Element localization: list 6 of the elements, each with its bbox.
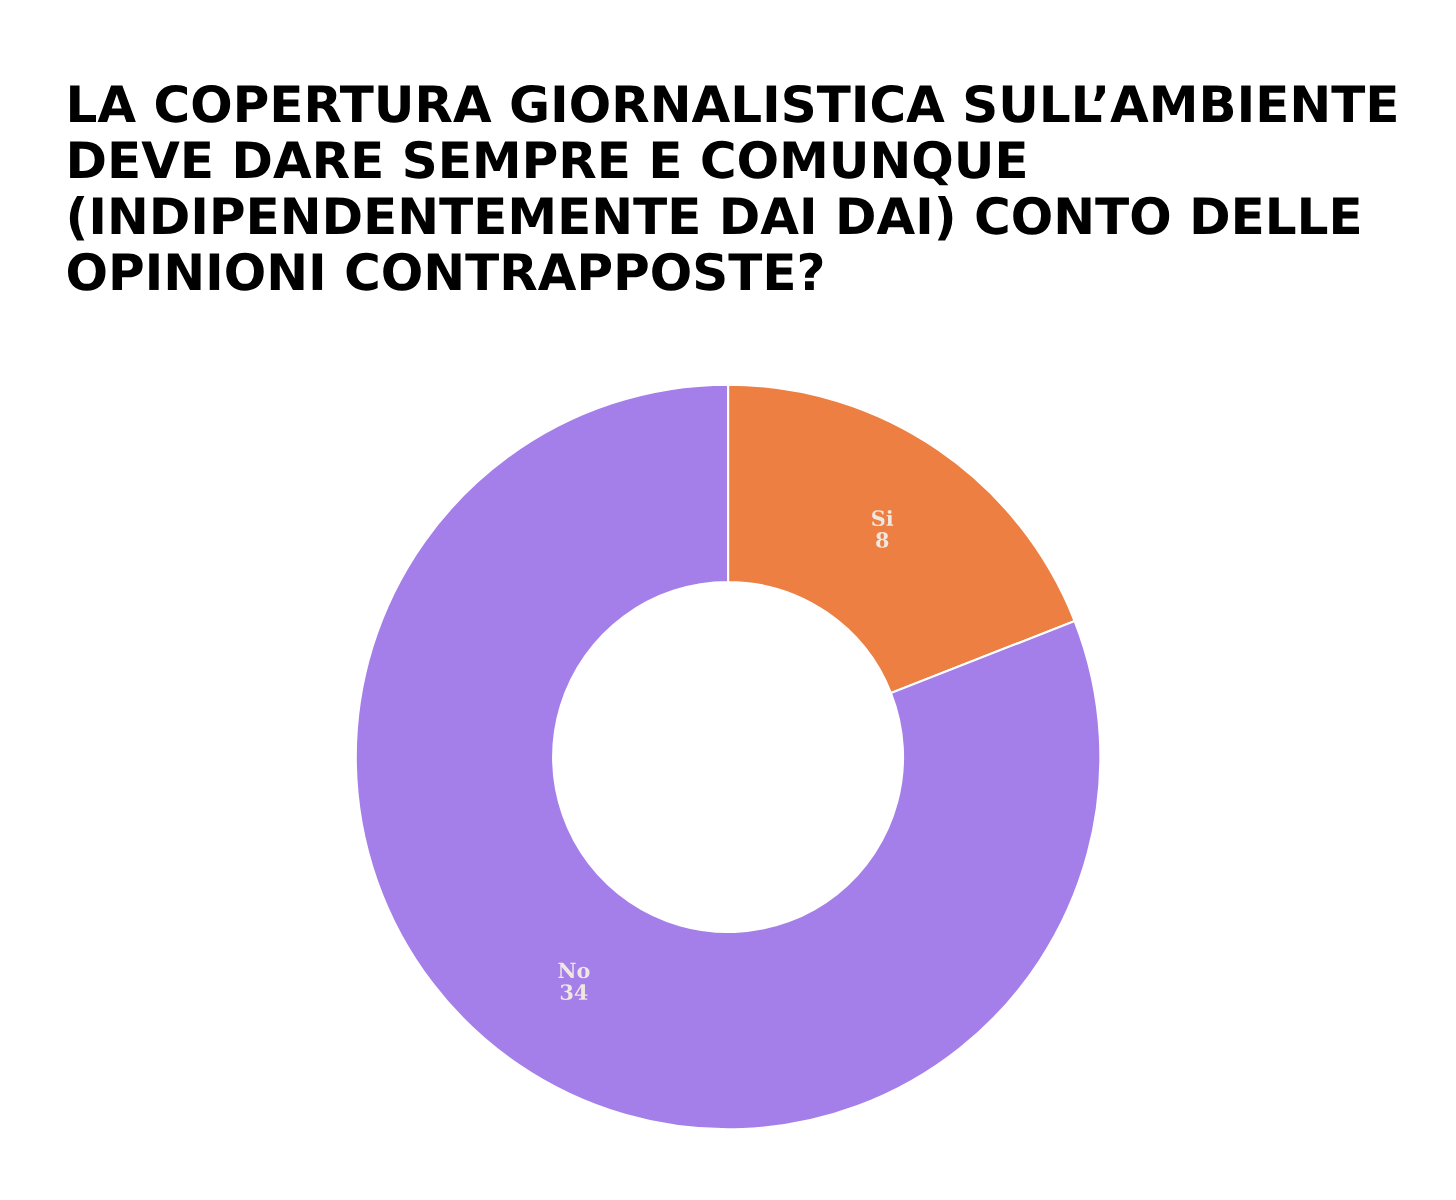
data-label: 8 [876, 532, 889, 548]
slice-label: No [558, 962, 590, 979]
chart-title: LA COPERTURA GIORNALISTICA SULL’AMBIENTE DEVE DARE SEMPRE E COMUNQUE (INDIPENDENTEMENTE DAI DAI) CONTO DELLE OPINIONI CONTRAPPOSTE? [68, 84, 1396, 291]
slice-label: Si [872, 509, 894, 527]
data-label: 34 [560, 984, 588, 1001]
donut-slice [354, 383, 1102, 1131]
